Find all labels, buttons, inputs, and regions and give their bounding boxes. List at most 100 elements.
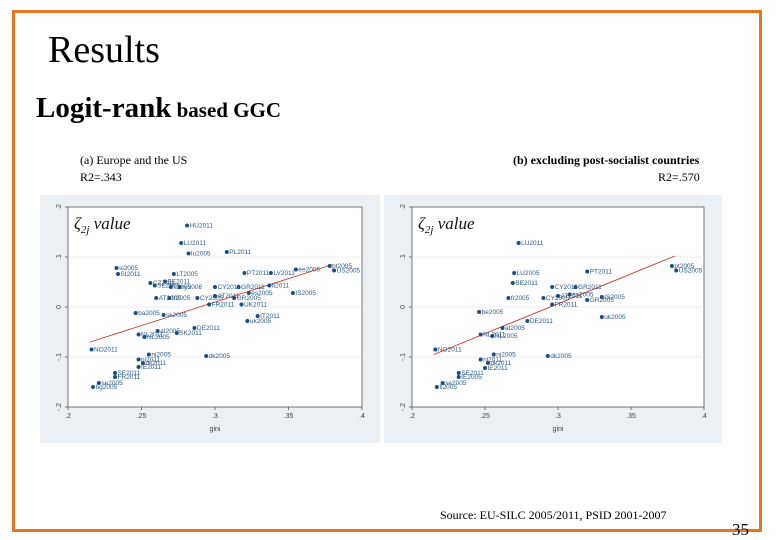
- chart-a-point-label: at2005: [160, 328, 180, 335]
- chart-a-point: [96, 381, 101, 385]
- chart-b-point: [541, 296, 546, 300]
- chart-b-point-label: uk2005: [604, 314, 626, 321]
- chart-a-point: [152, 283, 157, 288]
- chart-b-point: [599, 315, 604, 319]
- chart-a-point: [332, 268, 337, 273]
- chart-a-point-label: SI2011: [120, 271, 141, 278]
- chart-a-point: [133, 311, 138, 315]
- chart-b-point: [483, 366, 487, 370]
- chart-a-point-label: LT2005: [176, 271, 198, 278]
- chart-a-point: [177, 285, 182, 289]
- chart-b-point-label: ni2011: [483, 357, 502, 364]
- chart-b-point-label: US2005: [679, 268, 703, 275]
- chart-a-point: [174, 331, 179, 335]
- chart-a-point: [224, 250, 229, 254]
- chart-a-xtick-label: .35: [284, 413, 294, 420]
- chart-b-point-label: fr2005: [511, 295, 530, 302]
- chart-b-point: [674, 268, 679, 273]
- chart-b-point-label: PT2011: [590, 269, 613, 276]
- chart-a-point: [195, 296, 200, 300]
- chart-a-point: [207, 302, 212, 307]
- chart-b-point: [506, 296, 511, 300]
- chart-b-point: [510, 281, 515, 285]
- chart-a-point-label: GR2011: [241, 284, 265, 291]
- chart-b-point-label: NL2005: [495, 333, 518, 340]
- page-number: 35: [732, 520, 749, 539]
- chart-b-point: [440, 381, 445, 385]
- chart-b-point-label: be2005: [482, 309, 504, 316]
- chart-a-point: [90, 385, 95, 389]
- chart-b-point: [490, 334, 495, 338]
- chart-a-point-label: DE2011: [197, 325, 220, 332]
- chart-b-xtick-label: .35: [626, 413, 636, 420]
- chart-b-point-label: es2005: [572, 292, 594, 299]
- chart-a-point-label: lu2005: [191, 251, 211, 258]
- chart-b-ytick-label: 0: [400, 305, 407, 309]
- chart-a-point-label: NL2011: [141, 332, 164, 339]
- chart-a-point: [293, 267, 298, 272]
- chart-a-point: [142, 335, 147, 339]
- chart-a-point-label: dk2005: [209, 353, 231, 360]
- chart-a-r2: R2=.343: [80, 170, 122, 184]
- chart-b-point-label: SE2011: [461, 370, 484, 377]
- chart-b-point-label: BE2011: [515, 280, 538, 287]
- chart-a-point-label: fi2005: [173, 284, 191, 291]
- chart-b-xtick-label: .4: [701, 413, 707, 420]
- chart-a-point-label: CZ2011: [153, 280, 176, 287]
- chart-a-xtick-label: .2: [65, 413, 71, 420]
- chart-b-point: [669, 264, 674, 268]
- chart-a-point: [136, 365, 141, 369]
- slide-border: [12, 10, 762, 532]
- chart-a-point-label: se2005: [101, 380, 123, 387]
- chart-a-point-label: IE2011: [141, 364, 162, 371]
- chart-a-xlabel: gini: [210, 426, 221, 433]
- chart-a-point: [179, 241, 184, 245]
- chart-a-point: [146, 352, 151, 357]
- chart-b-point-label: IS2005: [604, 294, 625, 301]
- chart-a-point-label: IS2005: [295, 290, 316, 297]
- chart-b-point: [599, 295, 604, 299]
- chart-a-point-label: SK2011: [179, 330, 202, 337]
- chart-a-point-label: fr2005: [172, 295, 191, 302]
- chart-a-ytick-label: -.1: [56, 353, 63, 361]
- chart-a-point: [213, 285, 217, 289]
- scatter-chart-b: -.2 -.1 0 .1 .2 .2 .25 .3 .35 .4 gini LU2011 LU2005 P…: [384, 195, 722, 443]
- chart-b-ytick-label: -.1: [400, 353, 407, 361]
- chart-a-point-label: UK2011: [244, 302, 267, 309]
- chart-b-point-label: LU2011: [521, 240, 544, 247]
- chart-a-point-label: PT2011: [247, 270, 270, 277]
- chart-a-point-label: ni2005: [151, 352, 171, 359]
- chart-a-point-label: uk2005: [250, 318, 272, 325]
- chart-a-point: [136, 332, 141, 337]
- chart-b-point-label: at2005: [505, 325, 525, 332]
- chart-b-point-label: pt2005: [674, 263, 694, 270]
- chart-b-point: [525, 319, 530, 323]
- chart-a-point: [161, 313, 166, 317]
- chart-b-point-label: LU2005: [517, 270, 540, 277]
- chart-a-point: [163, 279, 168, 284]
- slide-subtitle: Logit-rank based GGC: [36, 92, 281, 125]
- chart-a-point-label: si2005: [119, 265, 139, 272]
- chart-b-point-label: GR2011: [578, 284, 602, 291]
- chart-a-point: [168, 285, 173, 289]
- chart-a-point-label: NO2011: [94, 347, 118, 354]
- chart-a-ytick-label: .2: [56, 204, 63, 210]
- chart-a-point: [171, 272, 176, 276]
- chart-a-point-label: FR2011: [212, 302, 235, 309]
- chart-b-point-label: AT2011: [561, 293, 583, 300]
- subtitle-rest: based GGC: [171, 98, 282, 122]
- chart-a-point-label: dk2011: [145, 360, 166, 367]
- chart-b-point: [456, 375, 461, 379]
- chart-b-xtick-label: .2: [409, 413, 415, 420]
- chart-a-point: [192, 326, 197, 330]
- chart-a-point: [327, 264, 332, 268]
- chart-a-point-label: ni2011: [141, 357, 160, 364]
- chart-a-point-label: CY2005: [200, 295, 224, 302]
- chart-a-point-label: pt2005: [332, 263, 352, 270]
- chart-b-point-label: NO2011: [438, 347, 462, 354]
- chart-a-point: [148, 281, 153, 285]
- chart-a-point: [245, 319, 250, 323]
- chart-a-point: [113, 371, 118, 375]
- chart-b-point: [478, 357, 483, 362]
- chart-a-xtick-label: .4: [359, 413, 365, 420]
